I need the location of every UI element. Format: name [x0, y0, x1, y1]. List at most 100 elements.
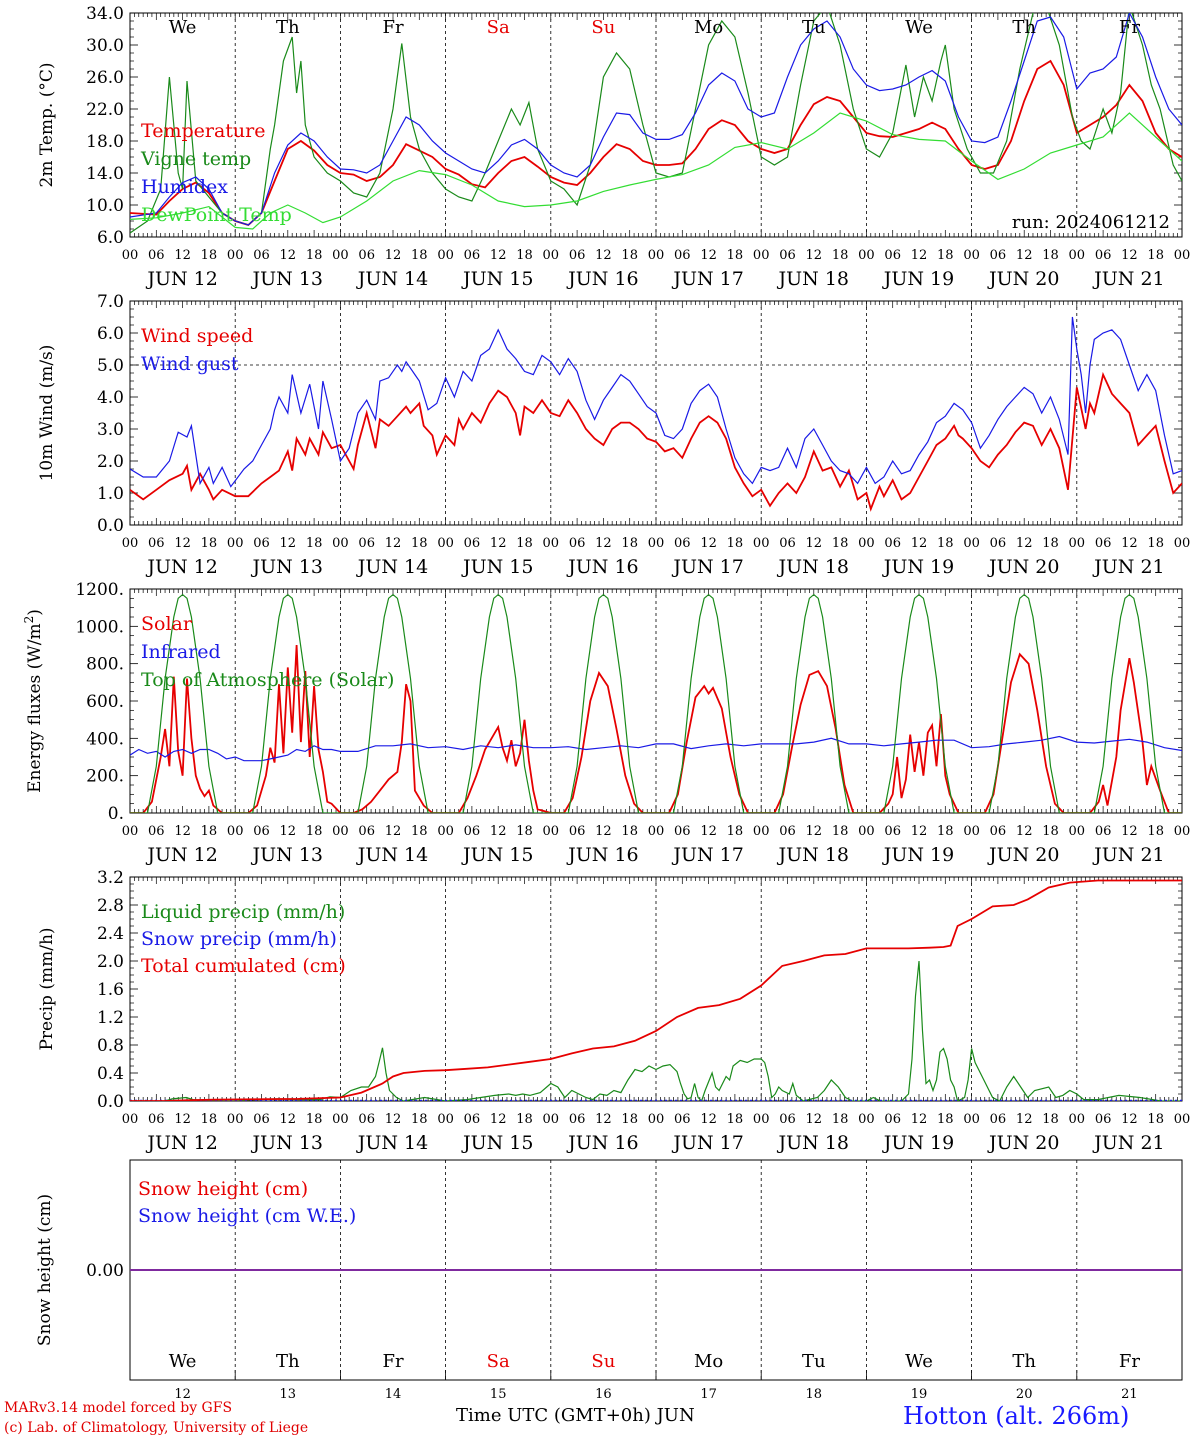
run-label: run: 2024061212: [1012, 212, 1170, 233]
hour-label: 12: [490, 248, 507, 263]
day-label: JUN 17: [671, 844, 743, 866]
legend-entry: Wind gust: [141, 353, 239, 375]
hour-label: 00: [227, 824, 244, 839]
series-line-2: [130, 13, 1182, 226]
hour-label: 00: [1174, 1112, 1191, 1127]
hour-label: 06: [358, 1112, 375, 1127]
hour-label: 12: [700, 248, 717, 263]
hour-label: 12: [280, 1112, 297, 1127]
legend-entry: Total cumulated (cm): [141, 955, 346, 977]
weekday-label: Th: [276, 17, 300, 38]
hour-label: 00: [543, 1112, 560, 1127]
hour-label: 12: [806, 536, 823, 551]
weekday-label: Mo: [694, 1351, 723, 1372]
hour-label: 12: [385, 824, 402, 839]
hour-label: 06: [990, 248, 1007, 263]
hour-label: 18: [411, 824, 428, 839]
day-label: JUN 12: [145, 1132, 217, 1154]
day-label: JUN 14: [356, 844, 428, 866]
hour-label: 00: [227, 1112, 244, 1127]
day-label: JUN 21: [1092, 556, 1164, 578]
y-tick-label: 400.: [86, 729, 124, 749]
y-axis-label: Snow height (cm): [35, 1194, 55, 1346]
hour-label: 06: [674, 248, 691, 263]
day-label: JUN 19: [882, 844, 954, 866]
hour-label: 18: [621, 536, 638, 551]
hour-label: 18: [937, 1112, 954, 1127]
hour-label: 00: [122, 824, 139, 839]
day-label: JUN 14: [356, 268, 428, 290]
y-tick-label: 14.0: [86, 164, 124, 184]
day-label: JUN 16: [566, 844, 638, 866]
hour-label: 12: [700, 536, 717, 551]
y-tick-label: 6.0: [97, 228, 124, 248]
y-tick-label: 10.0: [86, 196, 124, 216]
hour-label: 06: [990, 824, 1007, 839]
hour-label: 12: [1016, 1112, 1033, 1127]
hour-label: 06: [358, 536, 375, 551]
hour-label: 18: [1147, 536, 1164, 551]
hour-label: 00: [858, 248, 875, 263]
hour-label: 12: [1016, 536, 1033, 551]
panel-precip: 0.0 0.4 0.8 1.2 1.6 2.0 2.4 2.8 3.2 Precip (mm/h)…: [37, 868, 1190, 1154]
hour-label: 00: [543, 248, 560, 263]
series-line-0: [130, 644, 1182, 813]
series-group: [130, 316, 1182, 512]
hour-label: 12: [174, 1112, 191, 1127]
y-tick-label: 4.0: [97, 388, 124, 408]
hour-label: 18: [727, 248, 744, 263]
hour-label: 12: [700, 1112, 717, 1127]
y-tick-label: 7.0: [97, 292, 124, 312]
hour-label: 18: [1042, 824, 1059, 839]
hour-label: 06: [779, 536, 796, 551]
hour-label: 06: [779, 824, 796, 839]
hour-label: 18: [1042, 1112, 1059, 1127]
hour-label: 06: [1095, 1112, 1112, 1127]
hour-label: 00: [437, 536, 454, 551]
hour-label: 00: [1174, 536, 1191, 551]
hour-label: 00: [332, 248, 349, 263]
hour-label: 06: [674, 1112, 691, 1127]
day-label: JUN 18: [777, 268, 849, 290]
y-tick-label: 1200.: [75, 580, 124, 600]
hour-label: 00: [1069, 1112, 1086, 1127]
weekday-label: Su: [591, 17, 615, 38]
hour-label: 00: [1069, 824, 1086, 839]
day-label: JUN 15: [461, 556, 533, 578]
hour-label: 18: [411, 536, 428, 551]
hour-label: 12: [280, 824, 297, 839]
day-label: JUN 17: [671, 556, 743, 578]
weekday-label: Tu: [802, 17, 826, 38]
day-label: JUN 17: [671, 268, 743, 290]
hour-label: 12: [490, 536, 507, 551]
y-tick-label: 22.0: [86, 100, 124, 120]
y-tick-label: 600.: [86, 692, 124, 712]
hour-label: 00: [1069, 248, 1086, 263]
y-axis-label-sup: 2: [22, 616, 36, 624]
day-label: JUN 18: [777, 844, 849, 866]
hour-label: 00: [122, 1112, 139, 1127]
y-tick-label: 0.: [108, 804, 124, 824]
series-line-1: [130, 13, 1182, 234]
y-tick-label: 2.0: [97, 452, 124, 472]
y-tick-label: 0.0: [97, 1092, 124, 1112]
hour-label: 06: [253, 824, 270, 839]
day-label: JUN 12: [145, 556, 217, 578]
y-axis-label: Precip (mm/h): [37, 927, 57, 1050]
hour-label: 06: [884, 824, 901, 839]
day-label: JUN 13: [251, 556, 323, 578]
hour-label: 12: [911, 824, 928, 839]
y-tick-label: 0.8: [97, 1036, 124, 1056]
day-label: JUN 21: [1092, 268, 1164, 290]
weekday-label: We: [905, 1351, 933, 1372]
weekday-label: Sa: [487, 17, 510, 38]
series-line-0: [130, 371, 1182, 512]
day-label: JUN 16: [566, 268, 638, 290]
hour-label: 18: [1042, 248, 1059, 263]
hour-label: 00: [227, 248, 244, 263]
hour-label: 00: [227, 536, 244, 551]
hour-label: 18: [516, 248, 533, 263]
hour-label: 18: [516, 824, 533, 839]
day-number-label: 15: [490, 1387, 507, 1400]
hour-label: 00: [648, 1112, 665, 1127]
